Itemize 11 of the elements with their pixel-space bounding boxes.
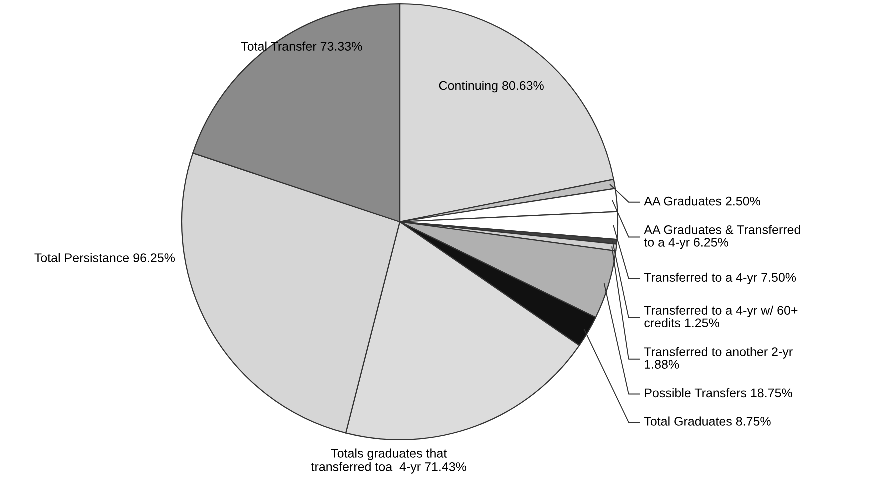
slice-label: AA Graduates 2.50% [644, 196, 760, 206]
slice-label: Possible Transfers 18.75% [645, 388, 792, 398]
slice-label: Total Transfer 73.33% [241, 42, 362, 51]
slice-label: Total Persistance 96.25% [34, 253, 176, 262]
slice-label: Transferred to a 4-yr w/ 60+ credits 1.25% [644, 306, 798, 328]
slice-label: Transferred to another 2-yr 1.88% [644, 347, 793, 369]
slice-label: Continuing 80.63% [439, 81, 544, 93]
slice-label: Totals graduates that transferred toa 4-yr 71.43% [311, 448, 466, 474]
slice-label: Total Graduates 8.75% [644, 416, 771, 426]
slice-label: Transferred to a 4-yr 7.50% [644, 272, 796, 285]
slice-label: AA Graduates & Transferred to a 4-yr 6.25% [644, 225, 800, 250]
